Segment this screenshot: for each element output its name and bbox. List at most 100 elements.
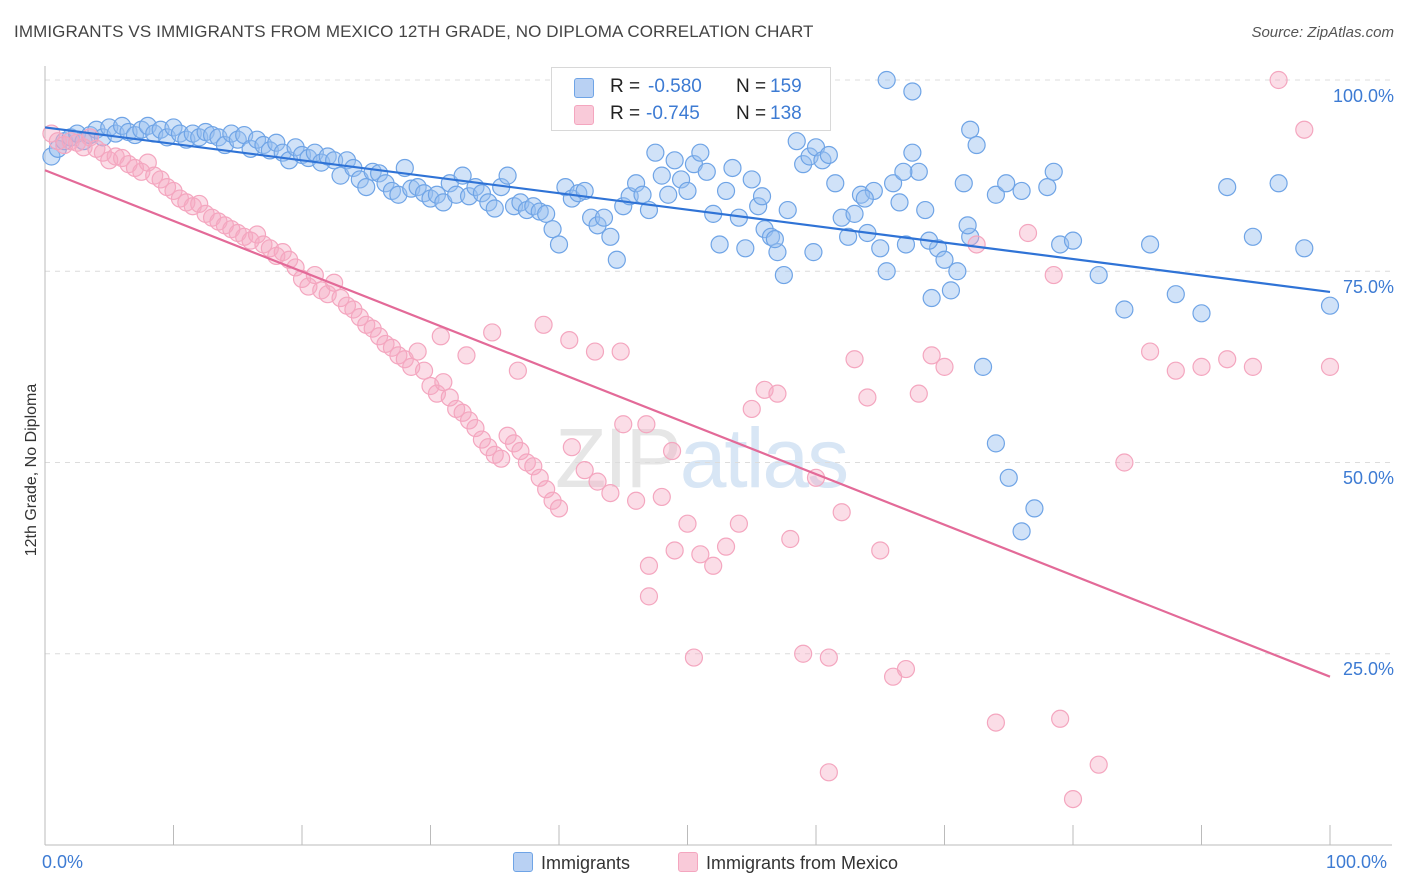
point-mexico-113 [986, 713, 1006, 732]
point-mexico-89 [678, 514, 697, 533]
point-immigrants-174 [752, 187, 772, 206]
point-immigrants-141 [948, 262, 967, 281]
legend-swatch-mexico [574, 105, 594, 125]
point-immigrants-160 [1295, 239, 1314, 258]
point-immigrants-79 [549, 235, 569, 254]
point-immigrants-116 [787, 132, 806, 151]
point-immigrants-99 [678, 181, 697, 201]
legend-label-mexico: Immigrants from Mexico [706, 853, 899, 873]
point-mexico-119 [1166, 361, 1185, 380]
point-mexico-70 [492, 449, 511, 468]
point-immigrants-121 [819, 145, 838, 165]
point-mexico-128 [1044, 265, 1063, 285]
point-mexico-129 [431, 327, 450, 346]
point-immigrants-152 [1089, 265, 1108, 285]
point-immigrants-108 [736, 239, 755, 258]
legend-swatch-immigrants [513, 852, 533, 872]
point-immigrants-157 [1218, 178, 1237, 197]
point-immigrants-91 [626, 174, 646, 193]
point-mexico-96 [768, 384, 787, 403]
point-immigrants-87 [601, 227, 620, 246]
point-mexico-133 [534, 315, 553, 334]
legend-item-immigrants: Immigrants [513, 852, 630, 874]
point-mexico-127 [1018, 223, 1038, 243]
point-immigrants-136 [916, 200, 935, 220]
trend-line-mexico [44, 169, 1331, 678]
chart-source: Source: ZipAtlas.com [1251, 24, 1394, 41]
point-mexico-108 [922, 346, 941, 365]
point-mexico-87 [652, 487, 671, 507]
point-mexico-81 [575, 461, 594, 480]
point-immigrants-50 [363, 162, 382, 181]
point-immigrants-125 [845, 204, 864, 223]
point-immigrants-98 [671, 170, 691, 189]
point-mexico-114 [1051, 709, 1070, 728]
point-immigrants-173 [997, 174, 1016, 193]
point-mexico-117 [1115, 453, 1134, 472]
point-immigrants-77 [537, 204, 556, 223]
point-immigrants-88 [607, 250, 626, 269]
point-mexico-111 [684, 648, 704, 667]
point-immigrants-110 [749, 197, 768, 216]
point-immigrants-106 [723, 158, 742, 178]
y-tick-label-75: 75.0% [1342, 277, 1394, 297]
point-mexico-138 [662, 441, 682, 461]
point-immigrants-164 [961, 120, 980, 139]
point-immigrants-133 [896, 235, 916, 254]
legend-n-value: 159 [770, 76, 802, 97]
x-tick-label-0: 0.0% [42, 852, 84, 872]
legend-n-label: N = [736, 103, 767, 124]
point-mexico-104 [871, 541, 890, 560]
point-immigrants-86 [594, 208, 614, 227]
point-mexico-106 [896, 659, 916, 679]
point-immigrants-176 [778, 200, 797, 220]
point-immigrants-172 [958, 216, 977, 235]
point-immigrants-151 [1063, 231, 1083, 250]
point-immigrants-114 [774, 265, 793, 285]
point-immigrants-155 [1166, 285, 1185, 304]
point-immigrants-137 [922, 288, 941, 308]
point-mexico-91 [704, 556, 723, 575]
point-immigrants-135 [909, 162, 928, 181]
point-immigrants-134 [903, 143, 922, 162]
point-mexico-132 [508, 361, 527, 380]
point-mexico-85 [626, 491, 646, 510]
point-immigrants-149 [1038, 178, 1057, 197]
legend-n-label: N = [736, 76, 767, 97]
point-immigrants-146 [999, 468, 1018, 487]
point-mexico-73 [511, 441, 530, 461]
point-mexico-124 [1295, 120, 1314, 139]
point-mexico-116 [1089, 755, 1108, 774]
point-immigrants-49 [357, 178, 376, 197]
point-immigrants-158 [1243, 227, 1263, 246]
point-mexico-93 [729, 514, 749, 533]
point-immigrants-122 [826, 174, 845, 193]
legend-r-label: R = [610, 103, 641, 124]
legend-r-value: -0.745 [646, 103, 700, 124]
point-immigrants-169 [855, 189, 874, 208]
point-immigrants-92 [633, 185, 652, 204]
point-mexico-82 [588, 472, 607, 491]
point-mexico-75 [524, 457, 543, 476]
point-mexico-61 [434, 373, 453, 392]
point-immigrants-29 [228, 130, 247, 149]
point-mexico-120 [1192, 357, 1211, 376]
point-immigrants-97 [665, 151, 684, 170]
y-tick-label-25: 25.0% [1342, 659, 1394, 679]
point-immigrants-95 [652, 166, 671, 185]
point-immigrants-96 [659, 185, 678, 204]
point-immigrants-147 [1012, 522, 1031, 541]
point-immigrants-170 [894, 162, 913, 181]
point-mexico-102 [845, 350, 864, 369]
point-mexico-110 [639, 587, 659, 606]
point-immigrants-35 [267, 133, 286, 152]
point-mexico-100 [819, 648, 838, 667]
point-immigrants-71 [498, 166, 517, 185]
point-immigrants-131 [883, 174, 903, 193]
point-mexico-57 [408, 342, 427, 361]
point-immigrants-162 [877, 70, 896, 90]
point-immigrants-124 [839, 227, 858, 246]
point-immigrants-168 [1044, 162, 1063, 181]
point-immigrants-140 [941, 281, 961, 300]
point-immigrants-165 [967, 135, 986, 155]
